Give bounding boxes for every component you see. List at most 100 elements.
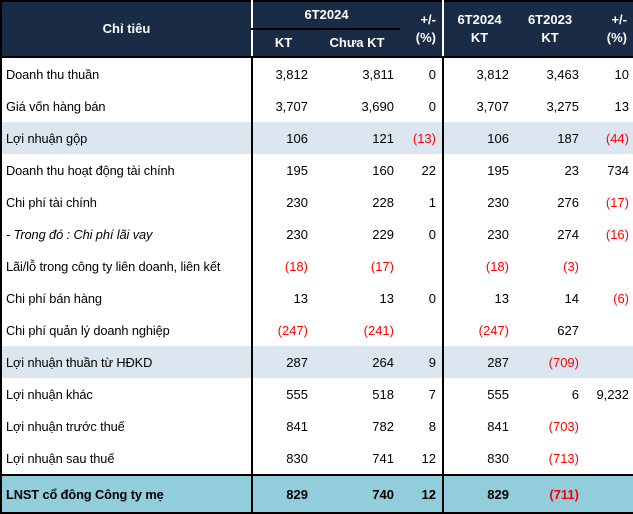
value-cell: 3,690 bbox=[314, 90, 400, 122]
header-group1-period: 6T2024 bbox=[251, 1, 400, 30]
table-row: Doanh thu thuần 3,812 3,811 0 3,812 3,463 10 bbox=[1, 57, 633, 90]
table-row: Lợi nhuận thuần từ HĐKD 287 264 9 287 (709) bbox=[1, 346, 633, 378]
value-cell: 3,707 bbox=[251, 90, 314, 122]
value-cell: (247) bbox=[442, 314, 515, 346]
value-cell: 0 bbox=[400, 218, 443, 250]
header-period-label: 6T2024 bbox=[457, 11, 502, 27]
value-cell: 3,812 bbox=[442, 57, 515, 90]
header-6t2023-kt: 6T2023 KT bbox=[515, 1, 585, 58]
value-cell: (17) bbox=[585, 186, 633, 218]
header-audited-label: KT bbox=[470, 30, 489, 45]
value-cell: 6 bbox=[515, 378, 585, 410]
table-row: Doanh thu hoạt động tài chính 195 160 22 195… bbox=[1, 154, 633, 186]
value-cell: 1 bbox=[400, 186, 443, 218]
value-cell: 627 bbox=[515, 314, 585, 346]
header-group1-pct-change: +/- (%) bbox=[400, 1, 443, 58]
value-cell: (709) bbox=[515, 346, 585, 378]
value-cell: 3,812 bbox=[251, 57, 314, 90]
value-cell bbox=[400, 314, 443, 346]
value-cell: 0 bbox=[400, 90, 443, 122]
value-cell: 741 bbox=[314, 442, 400, 475]
row-label: Chi phí tài chính bbox=[1, 186, 252, 218]
value-cell: 8 bbox=[400, 410, 443, 442]
value-cell: 10 bbox=[585, 57, 633, 90]
value-cell: (13) bbox=[400, 122, 443, 154]
value-cell: 228 bbox=[314, 186, 400, 218]
value-cell: (3) bbox=[515, 250, 585, 282]
table-row: Chi phí tài chính 230 228 1 230 276 (17) bbox=[1, 186, 633, 218]
table-row: Lợi nhuận trước thuế 841 782 8 841 (703) bbox=[1, 410, 633, 442]
value-cell: 830 bbox=[251, 442, 314, 475]
row-label: Lợi nhuận khác bbox=[1, 378, 252, 410]
row-label: Chi phí quản lý doanh nghiệp bbox=[1, 314, 252, 346]
table-row: - Trong đó : Chi phí lãi vay 230 229 0 230 27… bbox=[1, 218, 633, 250]
value-cell: 9 bbox=[400, 346, 443, 378]
row-label: Chi phí bán hàng bbox=[1, 282, 252, 314]
value-cell: 841 bbox=[442, 410, 515, 442]
value-cell: (17) bbox=[314, 250, 400, 282]
value-cell: 555 bbox=[251, 378, 314, 410]
value-cell: 829 bbox=[442, 474, 515, 513]
value-cell: 13 bbox=[251, 282, 314, 314]
value-cell bbox=[585, 410, 633, 442]
value-cell bbox=[585, 346, 633, 378]
value-cell: 12 bbox=[400, 442, 443, 475]
value-cell: 12 bbox=[400, 474, 443, 513]
value-cell: 230 bbox=[442, 186, 515, 218]
header-period-label: 6T2023 bbox=[527, 11, 573, 27]
value-cell: 555 bbox=[442, 378, 515, 410]
header-audited-label: KT bbox=[541, 30, 559, 45]
value-cell: (247) bbox=[251, 314, 314, 346]
value-cell: (713) bbox=[515, 442, 585, 475]
value-cell: 264 bbox=[314, 346, 400, 378]
value-cell: 0 bbox=[400, 282, 443, 314]
value-cell: 195 bbox=[251, 154, 314, 186]
value-cell: (703) bbox=[515, 410, 585, 442]
table-row: Lợi nhuận sau thuế 830 741 12 830 (713) bbox=[1, 442, 633, 475]
value-cell: (711) bbox=[515, 474, 585, 513]
row-label: Giá vốn hàng bán bbox=[1, 90, 252, 122]
table-header: Chỉ tiêu 6T2024 +/- (%) 6T2024 KT 6T2023… bbox=[1, 1, 633, 58]
row-label: Lãi/lỗ trong công ty liên doanh, liên kế… bbox=[1, 250, 252, 282]
value-cell: 3,811 bbox=[314, 57, 400, 90]
value-cell: 287 bbox=[442, 346, 515, 378]
value-cell: (18) bbox=[251, 250, 314, 282]
value-cell bbox=[400, 250, 443, 282]
value-cell: 22 bbox=[400, 154, 443, 186]
value-cell bbox=[585, 474, 633, 513]
value-cell: 9,232 bbox=[585, 378, 633, 410]
value-cell: 160 bbox=[314, 154, 400, 186]
value-cell: 287 bbox=[251, 346, 314, 378]
table-row: Lợi nhuận khác 555 518 7 555 6 9,232 bbox=[1, 378, 633, 410]
value-cell: 195 bbox=[442, 154, 515, 186]
value-cell bbox=[585, 442, 633, 475]
value-cell: 734 bbox=[585, 154, 633, 186]
value-cell: 740 bbox=[314, 474, 400, 513]
value-cell: 23 bbox=[515, 154, 585, 186]
value-cell: 274 bbox=[515, 218, 585, 250]
value-cell: 3,275 bbox=[515, 90, 585, 122]
header-unaudited-subcol: Chưa KT bbox=[314, 29, 400, 58]
value-cell: 229 bbox=[314, 218, 400, 250]
value-cell: (44) bbox=[585, 122, 633, 154]
value-cell: (241) bbox=[314, 314, 400, 346]
table-row: Chi phí quản lý doanh nghiệp (247) (241) (2… bbox=[1, 314, 633, 346]
value-cell: 3,707 bbox=[442, 90, 515, 122]
header-6t2024-kt: 6T2024 KT bbox=[442, 1, 515, 58]
value-cell: 106 bbox=[251, 122, 314, 154]
value-cell: 829 bbox=[251, 474, 314, 513]
value-cell: 830 bbox=[442, 442, 515, 475]
row-label: - Trong đó : Chi phí lãi vay bbox=[1, 218, 252, 250]
value-cell: 841 bbox=[251, 410, 314, 442]
value-cell: 7 bbox=[400, 378, 443, 410]
value-cell: (16) bbox=[585, 218, 633, 250]
row-label: Lợi nhuận trước thuế bbox=[1, 410, 252, 442]
value-cell: 13 bbox=[585, 90, 633, 122]
table-row: Giá vốn hàng bán 3,707 3,690 0 3,707 3,275 13 bbox=[1, 90, 633, 122]
table-row: Chi phí bán hàng 13 13 0 13 14 (6) bbox=[1, 282, 633, 314]
row-label: Lợi nhuận sau thuế bbox=[1, 442, 252, 475]
row-label: Doanh thu thuần bbox=[1, 57, 252, 90]
header-criteria: Chỉ tiêu bbox=[1, 1, 252, 58]
